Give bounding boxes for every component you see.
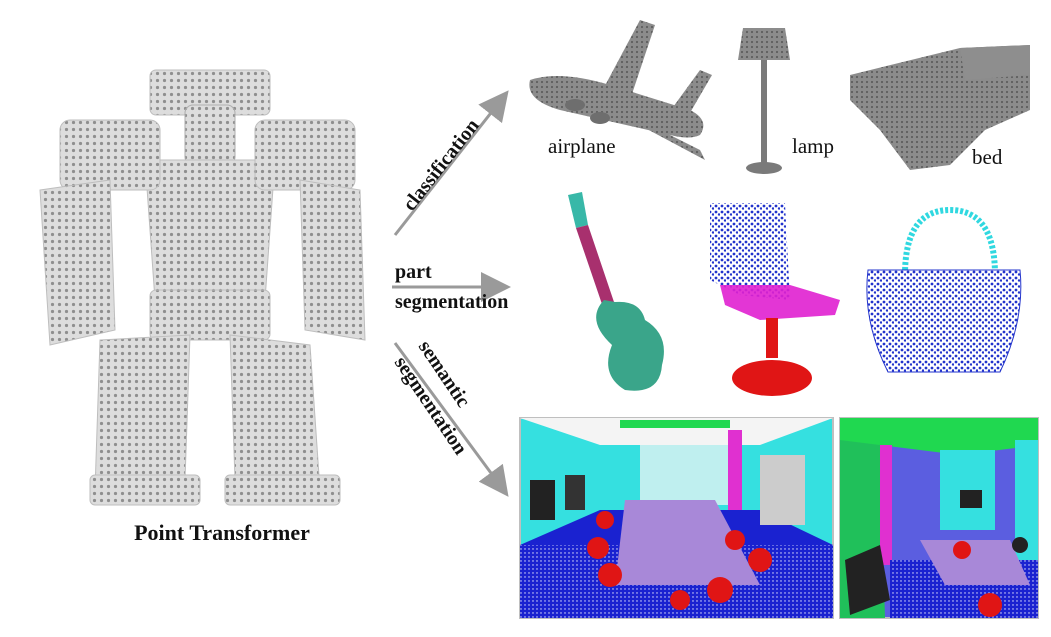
part-segmentation-label-line1: part (395, 261, 432, 283)
airplane-label: airplane (548, 134, 616, 158)
robot-point-cloud-icon (39, 69, 366, 506)
guitar-part-segmentation-icon (568, 192, 664, 391)
classification-arrow (393, 90, 509, 236)
point-transformer-label: Point Transformer (134, 520, 310, 545)
chair-part-segmentation-icon (710, 203, 840, 396)
bed-point-cloud-icon (850, 45, 1030, 170)
classification-label: classification (399, 115, 484, 215)
lamp-label: lamp (792, 134, 834, 158)
semantic-scene-2 (839, 417, 1039, 619)
lamp-point-cloud-icon (738, 28, 790, 174)
semantic-scene-1 (519, 417, 834, 619)
bag-part-segmentation-icon (866, 206, 1022, 373)
semantic-segmentation-arrow (393, 342, 509, 497)
airplane-point-cloud-icon (529, 20, 712, 160)
part-segmentation-label-line2: segmentation (395, 291, 508, 313)
bed-label: bed (972, 145, 1003, 169)
